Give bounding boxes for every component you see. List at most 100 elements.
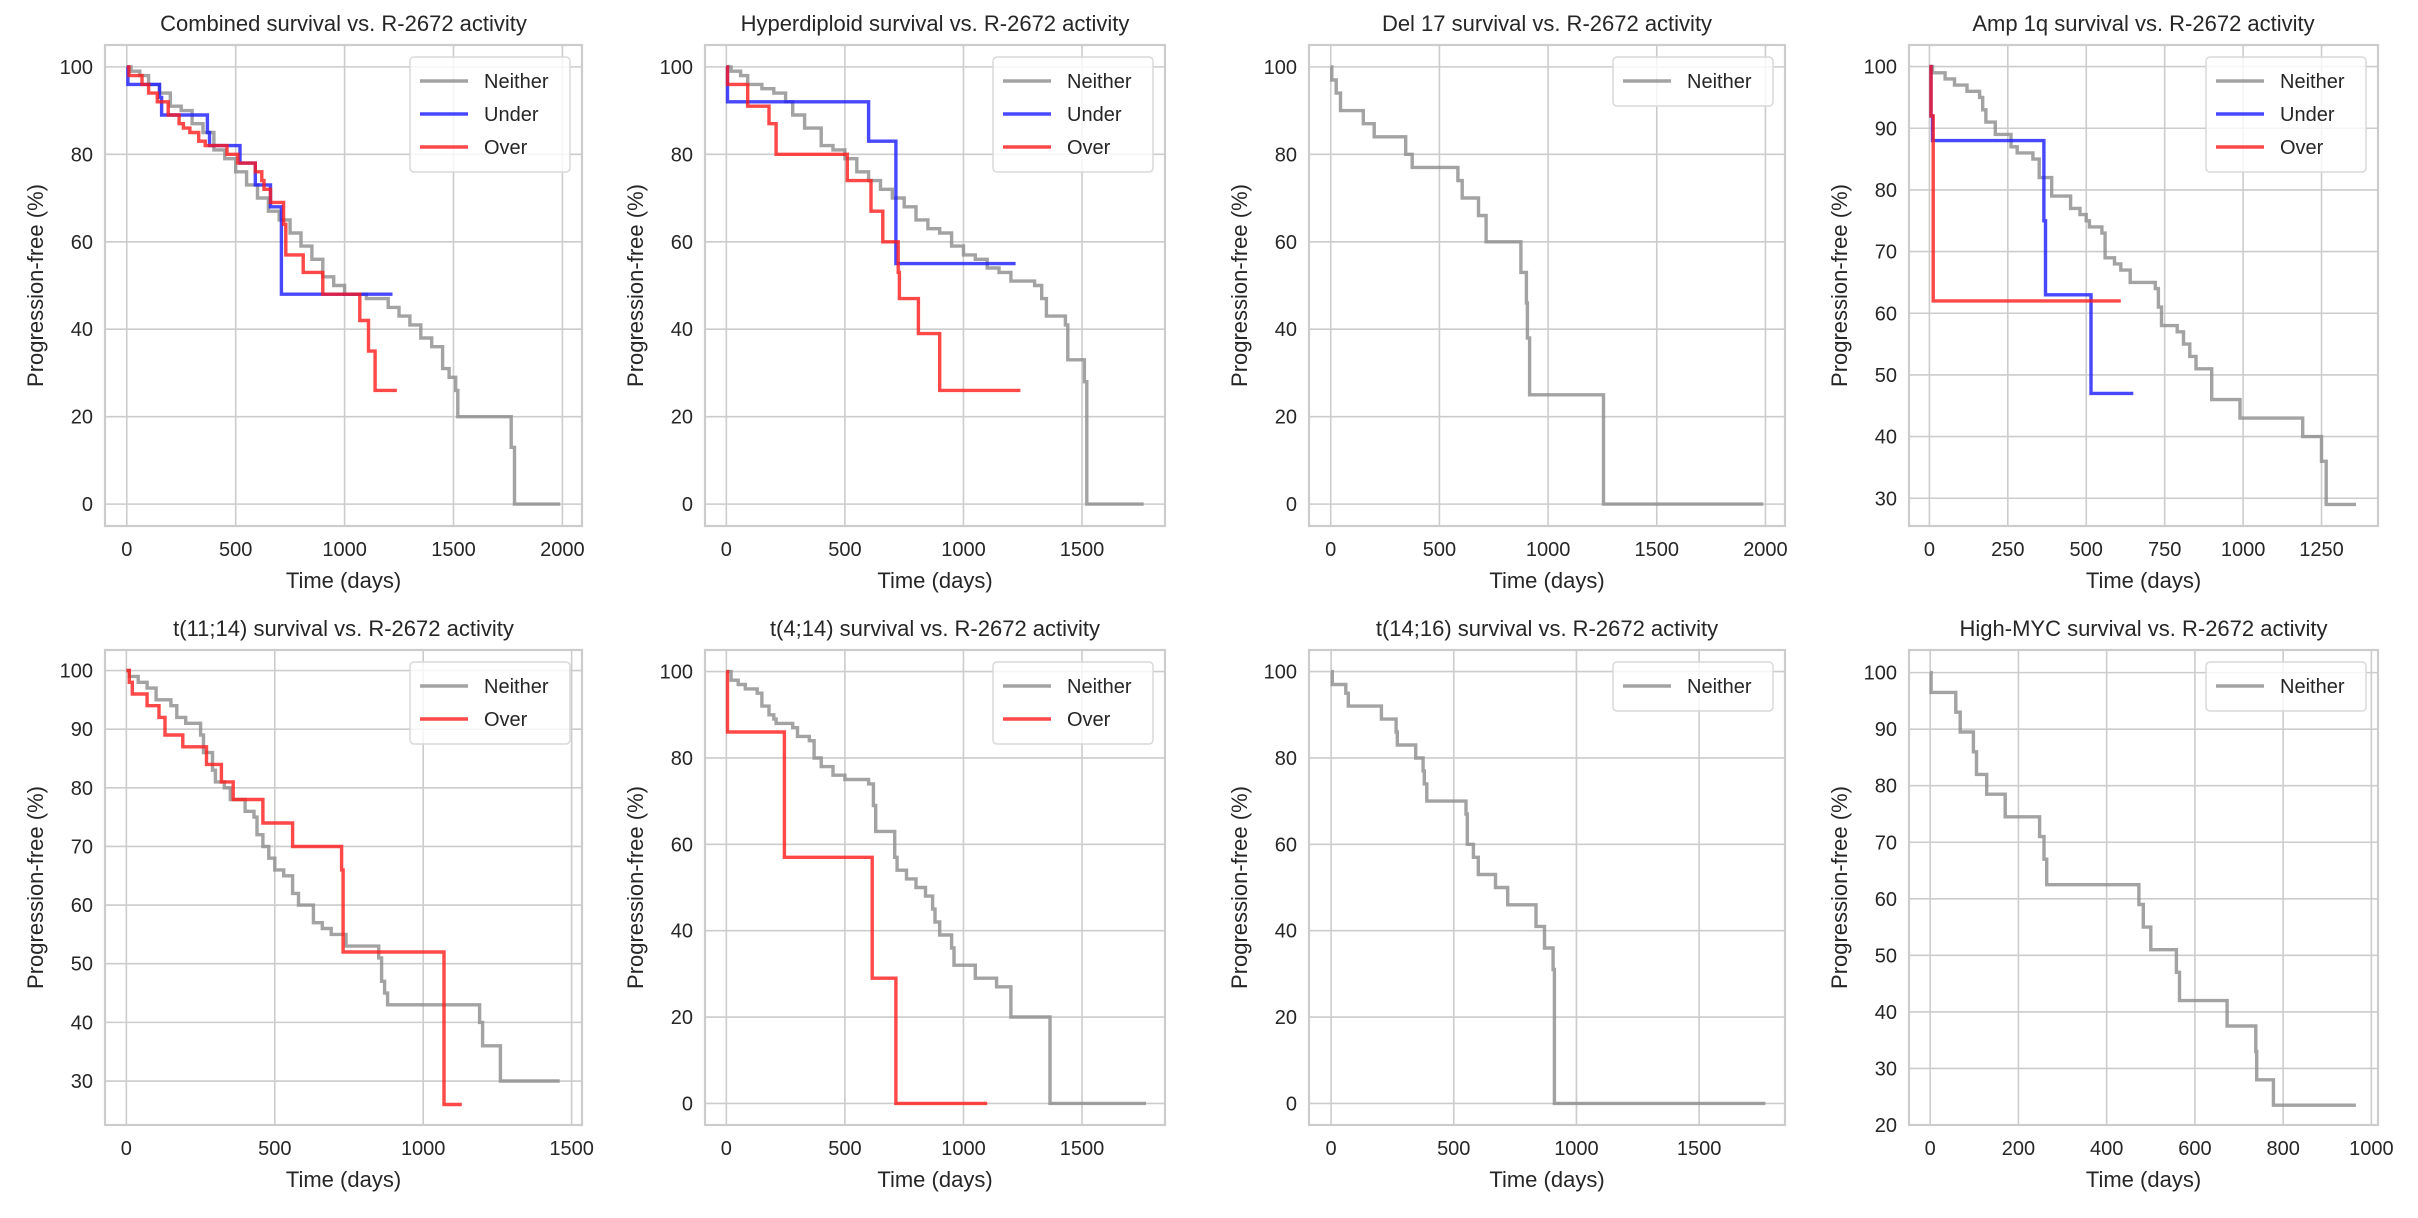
axes-frame <box>703 43 1167 528</box>
series-line-over <box>725 65 1021 393</box>
axes-frame <box>1907 648 2380 1127</box>
x-tick-label: 0 <box>1326 1138 1337 1160</box>
y-tick-label: 60 <box>1275 834 1297 856</box>
y-tick-label: 80 <box>1275 144 1297 166</box>
y-tick-label: 50 <box>1875 945 1897 967</box>
legend: Neither <box>2205 661 2367 712</box>
x-tick-label: 0 <box>721 1138 732 1160</box>
y-tick-label: 0 <box>682 494 693 516</box>
y-tick-label: 100 <box>1864 663 1897 685</box>
y-tick-label: 80 <box>71 144 93 166</box>
legend-label-neither: Neither <box>1067 71 1132 93</box>
x-axis-label: Time (days) <box>2086 1167 2201 1192</box>
series-line-neither <box>1330 669 1766 1106</box>
y-tick-label: 90 <box>1875 118 1897 140</box>
y-tick-label: 50 <box>1875 365 1897 387</box>
legend-label-under: Under <box>2280 104 2335 126</box>
y-tick-label: 100 <box>1264 662 1297 684</box>
y-tick-label: 0 <box>82 494 93 516</box>
y-tick-label: 60 <box>671 232 693 254</box>
legend-label-under: Under <box>484 104 539 126</box>
y-tick-label: 40 <box>671 921 693 943</box>
chart-title: Combined survival vs. R-2672 activity <box>160 11 527 36</box>
x-tick-label: 1000 <box>941 539 986 561</box>
y-axis-label: Progression-free (%) <box>623 184 648 387</box>
x-tick-label: 0 <box>1925 1138 1936 1160</box>
chart-title: t(11;14) survival vs. R-2672 activity <box>173 616 514 641</box>
legend: Neither Under Over <box>409 56 571 173</box>
y-tick-label: 100 <box>1264 57 1297 79</box>
y-tick-label: 0 <box>1286 494 1297 516</box>
x-tick-label: 0 <box>1325 539 1336 561</box>
x-axis-label: Time (days) <box>2086 568 2201 593</box>
panel-5: 0 500 1000 1500 30 40 50 60 70 80 90 100 t(11;14) su… <box>23 616 594 1192</box>
legend: Neither <box>1612 661 1774 712</box>
legend: Neither Under Over <box>992 56 1154 173</box>
legend-box <box>992 661 1154 745</box>
panel-7: 0 500 1000 1500 0 20 40 60 80 100 t(14;16) surviva… <box>1227 616 1787 1192</box>
series-line-neither <box>1929 64 2356 507</box>
legend-box <box>409 661 571 745</box>
x-tick-label: 750 <box>2148 539 2181 561</box>
y-axis-label: Progression-free (%) <box>1227 184 1252 387</box>
x-tick-label: 400 <box>2090 1138 2123 1160</box>
chart-title: t(14;16) survival vs. R-2672 activity <box>1376 616 1718 641</box>
y-tick-label: 20 <box>71 407 93 429</box>
chart-title: Hyperdiploid survival vs. R-2672 activit… <box>741 11 1130 36</box>
y-tick-label: 40 <box>1275 921 1297 943</box>
x-tick-label: 2000 <box>1743 539 1788 561</box>
x-tick-label: 0 <box>721 539 732 561</box>
x-tick-label: 500 <box>828 1138 861 1160</box>
legend-label-over: Over <box>1067 137 1111 159</box>
x-tick-label: 500 <box>1423 539 1456 561</box>
x-tick-label: 500 <box>2070 539 2103 561</box>
y-tick-label: 60 <box>1275 232 1297 254</box>
y-tick-label: 60 <box>671 834 693 856</box>
legend-box <box>992 56 1154 173</box>
legend-label-neither: Neither <box>2280 71 2345 93</box>
y-axis-label: Progression-free (%) <box>1827 184 1852 387</box>
y-tick-label: 40 <box>1875 427 1897 449</box>
y-tick-label: 100 <box>60 57 93 79</box>
legend: Neither Over <box>409 661 571 745</box>
series-line-neither <box>726 669 1146 1106</box>
panel-3: 0 500 1000 1500 2000 0 20 40 60 80 100 Del 17 survi… <box>1227 11 1788 593</box>
y-tick-label: 100 <box>1864 57 1897 79</box>
x-axis-label: Time (days) <box>877 1167 992 1192</box>
y-axis-label: Progression-free (%) <box>1227 786 1252 989</box>
x-axis-label: Time (days) <box>1489 568 1604 593</box>
y-tick-label: 20 <box>1875 1115 1897 1137</box>
axes-frame <box>1907 43 2380 528</box>
y-tick-label: 80 <box>1275 748 1297 770</box>
x-tick-label: 500 <box>258 1138 291 1160</box>
legend-label-under: Under <box>1067 104 1122 126</box>
y-tick-label: 60 <box>71 232 93 254</box>
y-tick-label: 70 <box>71 836 93 858</box>
legend: Neither Over <box>992 661 1154 745</box>
panel-2: 0 500 1000 1500 0 20 40 60 80 100 Hyperdiploid sur… <box>623 11 1167 593</box>
y-tick-label: 40 <box>1275 319 1297 341</box>
y-axis-label: Progression-free (%) <box>623 786 648 989</box>
x-tick-label: 1500 <box>549 1138 594 1160</box>
legend-label-over: Over <box>2280 137 2324 159</box>
x-tick-label: 2000 <box>540 539 585 561</box>
legend-label-over: Over <box>1067 709 1111 731</box>
legend-box <box>1612 661 1774 712</box>
legend-label-neither: Neither <box>1067 676 1132 698</box>
x-tick-label: 800 <box>2266 1138 2299 1160</box>
x-tick-label: 200 <box>2002 1138 2035 1160</box>
x-tick-label: 1000 <box>2349 1138 2394 1160</box>
y-tick-label: 60 <box>71 895 93 917</box>
y-tick-label: 30 <box>1875 1058 1897 1080</box>
x-axis-label: Time (days) <box>286 1167 401 1192</box>
legend-box <box>1612 56 1774 107</box>
chart-title: Del 17 survival vs. R-2672 activity <box>1382 11 1712 36</box>
legend-box <box>2205 661 2367 712</box>
series-line-neither <box>1330 65 1764 506</box>
series-line-under <box>725 65 1016 266</box>
y-tick-label: 20 <box>671 1007 693 1029</box>
legend-label-neither: Neither <box>484 676 549 698</box>
series-line-neither <box>1929 670 2356 1107</box>
x-tick-label: 1000 <box>1554 1138 1599 1160</box>
